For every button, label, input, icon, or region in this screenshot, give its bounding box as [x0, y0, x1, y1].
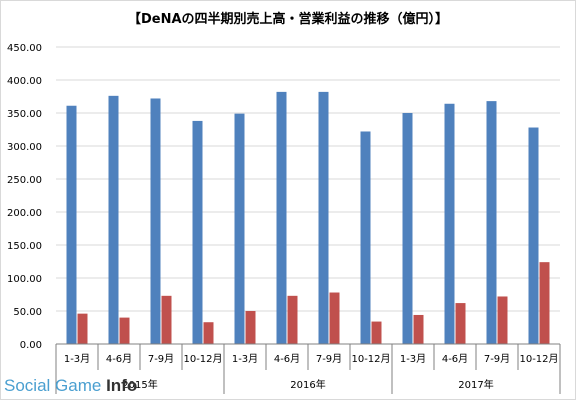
profit-bar [203, 322, 214, 344]
x-tick-label: 10-12月 [519, 353, 558, 365]
sales-bar [360, 131, 371, 344]
sales-bar [150, 98, 161, 344]
y-tick-label: 450.00 [7, 43, 42, 54]
y-tick-label: 0.00 [20, 340, 42, 351]
x-tick-label: 7-9月 [316, 353, 342, 365]
x-tick-label: 4-6月 [106, 353, 132, 365]
x-tick-label: 1-3月 [400, 353, 426, 365]
x-tick-label: 4-6月 [442, 353, 468, 365]
profit-bar [497, 296, 508, 344]
chart-title: 【DeNAの四半期別売上高・営業利益の推移（億円）】 [127, 12, 449, 27]
sales-bar [192, 120, 203, 344]
profit-bar [245, 311, 256, 344]
profit-bar [413, 314, 424, 344]
sales-bar [444, 103, 455, 344]
profit-bar [77, 313, 88, 344]
x-tick-label: 7-9月 [484, 353, 510, 365]
sales-bar [318, 91, 329, 344]
x-tick-label: 1-3月 [64, 353, 90, 365]
year-label: 2017年 [458, 378, 493, 391]
sales-bar [528, 127, 539, 345]
year-label: 2015年 [122, 378, 157, 391]
y-tick-label: 100.00 [7, 274, 42, 285]
x-tick-label: 7-9月 [148, 353, 174, 365]
sales-bar [486, 101, 497, 345]
x-tick-label: 10-12月 [351, 353, 390, 365]
year-label: 2016年 [290, 378, 325, 391]
sales-bar [108, 95, 119, 344]
x-tick-label: 4-6月 [274, 353, 300, 365]
profit-bar [161, 295, 172, 344]
y-tick-label: 350.00 [7, 109, 42, 120]
sales-bar [234, 113, 245, 344]
profit-bar [329, 292, 340, 344]
sales-bar [66, 105, 77, 345]
profit-bar [119, 317, 130, 344]
y-tick-label: 250.00 [7, 175, 42, 186]
sales-bar [276, 91, 287, 344]
x-tick-label: 1-3月 [232, 353, 258, 365]
profit-bar [539, 262, 550, 344]
y-tick-label: 200.00 [7, 208, 42, 219]
profit-bar [455, 303, 466, 344]
y-tick-label: 400.00 [7, 76, 42, 87]
y-tick-label: 150.00 [7, 241, 42, 252]
x-tick-label: 10-12月 [183, 353, 222, 365]
y-tick-label: 300.00 [7, 142, 42, 153]
profit-bar [287, 295, 298, 344]
sales-bar [402, 113, 413, 344]
profit-bar [371, 321, 382, 344]
y-tick-label: 50.00 [13, 307, 42, 318]
